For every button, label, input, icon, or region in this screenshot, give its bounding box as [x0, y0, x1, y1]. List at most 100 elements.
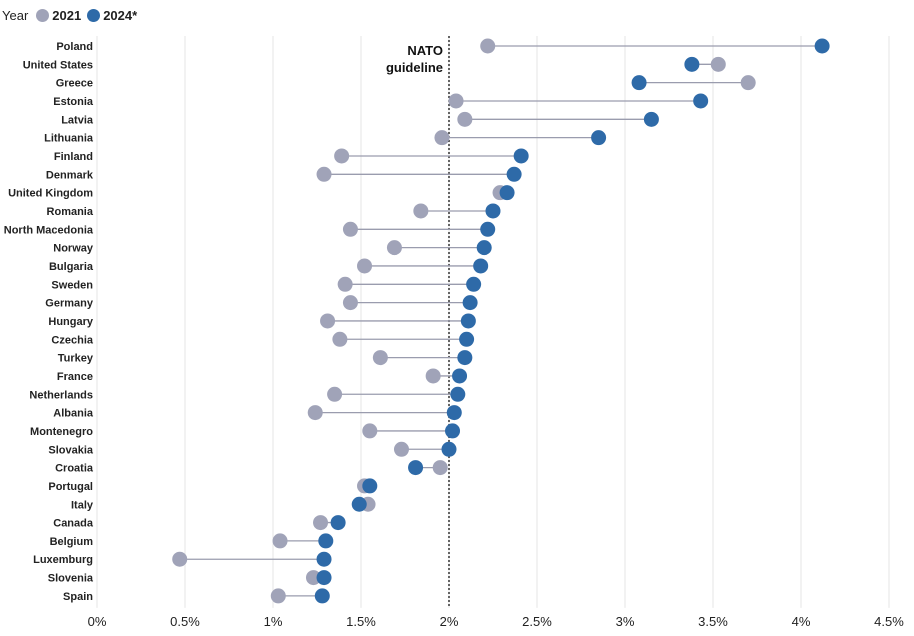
point-2024: [445, 423, 461, 439]
country-label: Belgium: [50, 536, 94, 548]
point-2021: [334, 148, 350, 164]
point-2021: [448, 93, 464, 109]
point-2024: [318, 533, 334, 549]
point-2021: [337, 276, 353, 292]
country-label: Turkey: [58, 353, 94, 365]
country-label: France: [57, 371, 93, 383]
legend-dot-2024: [87, 8, 101, 22]
x-tick-label: 1.5%: [346, 614, 376, 629]
point-2024: [473, 258, 489, 274]
x-tick-label: 0%: [88, 614, 107, 629]
nato-guideline-label: NATO: [407, 43, 443, 58]
point-2024: [506, 166, 522, 182]
point-2024: [462, 295, 478, 311]
point-2024: [330, 515, 346, 531]
country-label: Romania: [47, 206, 94, 218]
country-label: Hungary: [48, 316, 94, 328]
point-2024: [466, 276, 482, 292]
x-tick-label: 2%: [440, 614, 459, 629]
point-2021: [357, 258, 373, 274]
x-tick-label: 3%: [616, 614, 635, 629]
point-2021: [305, 570, 321, 586]
point-2024: [480, 221, 496, 237]
country-label: Czechia: [51, 334, 93, 346]
point-2021: [172, 551, 188, 567]
point-2021: [740, 75, 756, 91]
point-2024: [459, 331, 475, 347]
point-2021: [307, 405, 323, 421]
country-label: Slovakia: [48, 444, 94, 456]
country-label: North Macedonia: [4, 224, 94, 236]
x-tick-label: 4.5%: [874, 614, 904, 629]
country-label: Sweden: [51, 279, 93, 291]
point-2024: [684, 56, 700, 72]
point-2021: [272, 533, 288, 549]
x-tick-label: 1%: [264, 614, 283, 629]
point-2024: [814, 38, 830, 54]
country-label: Denmark: [46, 169, 94, 181]
point-2021: [332, 331, 348, 347]
country-label: Albania: [53, 408, 94, 420]
nato-guideline-label: guideline: [386, 60, 443, 75]
point-2021: [342, 295, 358, 311]
point-2024: [457, 350, 473, 366]
x-axis: 0% 0.5% 1% 1.5% 2% 2.5% 3% 3.5% 4% 4.5%: [88, 614, 905, 629]
country-label: Montenegro: [30, 426, 93, 438]
country-label: Bulgaria: [49, 261, 94, 273]
point-2021: [386, 240, 402, 256]
point-2024: [316, 551, 332, 567]
point-2021: [327, 386, 343, 402]
point-2021: [313, 515, 329, 531]
country-label: Estonia: [53, 96, 94, 108]
country-label: Croatia: [55, 463, 94, 475]
point-2024: [631, 75, 647, 91]
point-2024: [450, 386, 466, 402]
x-tick-label: 0.5%: [170, 614, 200, 629]
country-label: Portugal: [48, 481, 93, 493]
x-tick-label: 3.5%: [698, 614, 728, 629]
point-2021: [710, 56, 726, 72]
legend-label-2021: 2021: [52, 7, 82, 23]
point-2021: [320, 313, 336, 329]
point-2021: [342, 221, 358, 237]
point-2021: [434, 130, 450, 146]
point-2024: [460, 313, 476, 329]
point-2021: [413, 203, 429, 219]
legend: Year 2021 2024*: [2, 6, 137, 24]
gridlines: [96, 36, 890, 608]
point-2021: [432, 460, 448, 476]
country-label: Latvia: [61, 114, 94, 126]
point-2024: [316, 570, 332, 586]
country-label: United States: [23, 59, 93, 71]
chart-rows: Poland United States Greece Estonia Latvia Li…: [4, 38, 830, 604]
country-label: Poland: [56, 41, 93, 53]
reference-line-group: NATO guideline: [386, 36, 450, 608]
point-2021: [425, 368, 441, 384]
country-label: Luxemburg: [33, 554, 93, 566]
legend-label-2024: 2024*: [103, 7, 138, 23]
x-tick-label: 2.5%: [522, 614, 552, 629]
point-2021: [362, 423, 378, 439]
country-label: Lithuania: [44, 133, 94, 145]
x-tick-label: 4%: [792, 614, 811, 629]
country-label: Slovenia: [48, 573, 94, 585]
legend-title: Year: [2, 7, 29, 23]
point-2024: [351, 496, 367, 512]
country-label: United Kingdom: [8, 188, 93, 200]
point-2024: [452, 368, 468, 384]
point-2024: [314, 588, 330, 604]
point-2024: [591, 130, 607, 146]
point-2024: [408, 460, 424, 476]
point-2024: [499, 185, 515, 201]
point-2024: [441, 441, 457, 457]
legend-dot-2021: [36, 8, 50, 22]
point-2024: [643, 111, 659, 127]
point-2024: [362, 478, 378, 494]
country-label: Spain: [63, 591, 93, 603]
country-label: Italy: [71, 499, 94, 511]
point-2024: [513, 148, 529, 164]
point-2021: [457, 111, 473, 127]
country-label: Finland: [54, 151, 93, 163]
point-2021: [480, 38, 496, 54]
